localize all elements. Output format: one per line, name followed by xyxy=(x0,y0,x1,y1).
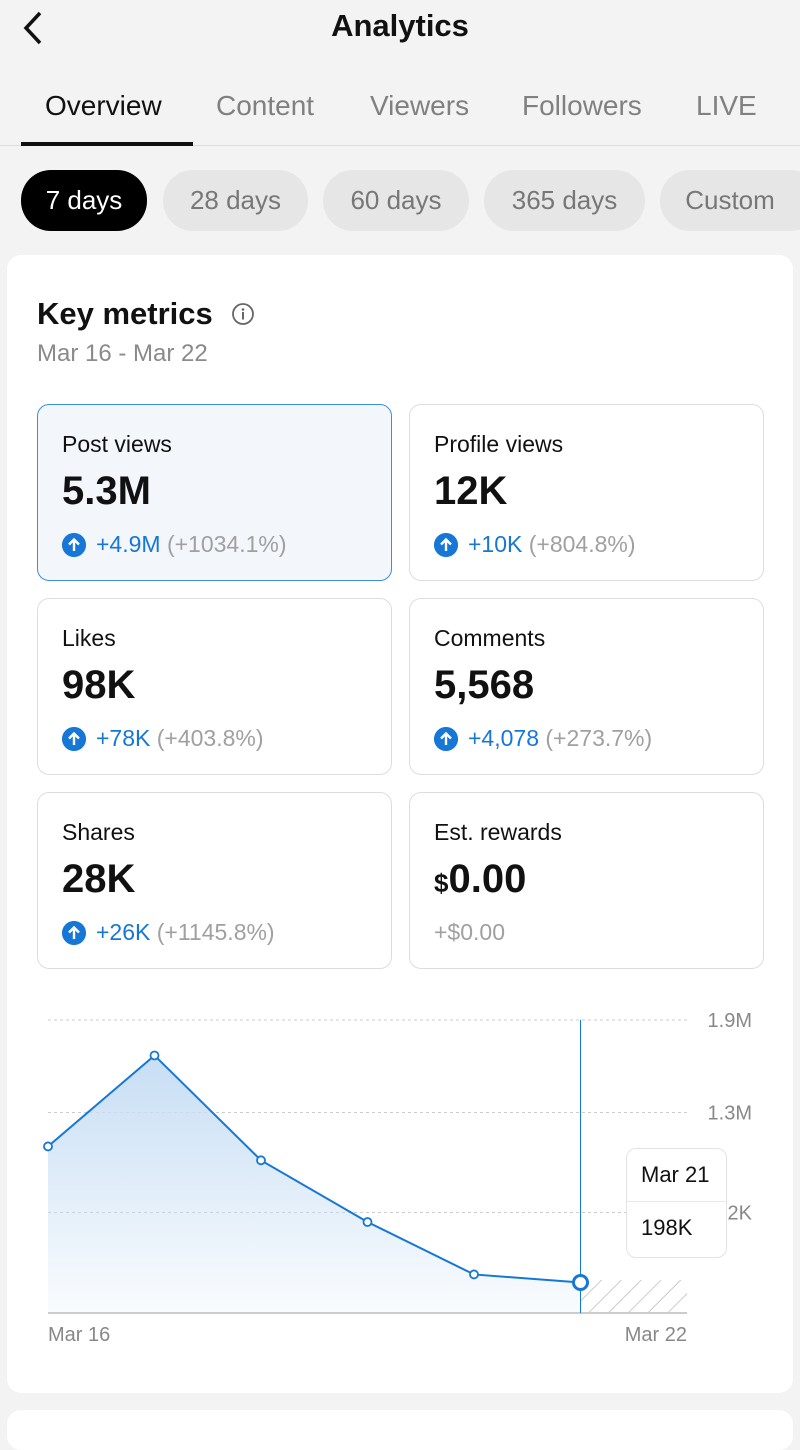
metric-card-shares[interactable]: Shares 28K +26K (+1145.8%) xyxy=(37,792,392,969)
arrow-up-icon xyxy=(434,726,458,751)
range-365-days[interactable]: 365 days xyxy=(484,170,645,231)
metric-card-est-rewards[interactable]: Est. rewards $0.00 +$0.00 xyxy=(409,792,764,969)
tab-live[interactable]: LIVE xyxy=(696,90,757,121)
selected-point xyxy=(572,1273,589,1291)
metric-value: 98K xyxy=(62,663,136,707)
metric-value: $0.00 xyxy=(434,857,526,902)
metric-percent: (+804.8%) xyxy=(528,531,636,557)
metric-card-likes[interactable]: Likes 98K +78K (+403.8%) xyxy=(37,598,392,775)
metric-card-profile-views[interactable]: Profile views 12K +10K (+804.8%) xyxy=(409,404,764,581)
back-arrow-icon[interactable] xyxy=(18,10,50,46)
tooltip-value: 198K xyxy=(641,1215,693,1240)
metric-delta: +4,078 xyxy=(468,725,539,751)
data-point xyxy=(149,1050,160,1061)
arrow-up-icon xyxy=(62,532,86,557)
metric-card-comments[interactable]: Comments 5,568 +4,078 (+273.7%) xyxy=(409,598,764,775)
data-point xyxy=(362,1217,373,1227)
tooltip-date: Mar 21 xyxy=(641,1162,710,1187)
metric-value: 5.3M xyxy=(62,469,151,513)
arrow-up-icon xyxy=(62,920,86,945)
metric-value-number: 0.00 xyxy=(448,857,527,901)
metric-delta: +4.9M xyxy=(96,531,161,557)
range-7-days[interactable]: 7 days xyxy=(21,170,147,231)
series-line xyxy=(47,1054,581,1284)
range-custom[interactable]: Custom xyxy=(660,170,800,231)
arrow-up-icon xyxy=(62,726,86,751)
tooltip-divider xyxy=(627,1201,726,1202)
future-hatch xyxy=(580,1280,687,1313)
metric-delta: +10K xyxy=(468,531,523,557)
info-icon[interactable] xyxy=(231,302,255,326)
tab-followers[interactable]: Followers xyxy=(522,90,642,121)
next-panel xyxy=(7,1410,793,1450)
range-28-days[interactable]: 28 days xyxy=(163,170,308,231)
metric-delta: +$0.00 xyxy=(434,919,505,945)
metric-label: Likes xyxy=(62,625,116,651)
metric-delta: +78K xyxy=(96,725,151,751)
metric-label: Post views xyxy=(62,431,172,457)
date-range: Mar 16 - Mar 22 xyxy=(37,340,208,367)
currency-symbol: $ xyxy=(434,868,449,898)
metric-label: Profile views xyxy=(434,431,564,457)
metric-value: 5,568 xyxy=(434,663,535,707)
data-point xyxy=(256,1155,266,1166)
y-tick-label: 1.9M xyxy=(708,1010,752,1032)
range-60-days[interactable]: 60 days xyxy=(323,170,469,231)
x-tick-label: Mar 16 xyxy=(48,1324,110,1346)
metric-percent: (+1034.1%) xyxy=(166,531,287,557)
metric-value: 28K xyxy=(62,857,136,901)
metric-change: +26K (+1145.8%) xyxy=(62,919,275,946)
section-title: Key metrics xyxy=(37,296,213,331)
data-point xyxy=(469,1269,479,1280)
active-tab-indicator xyxy=(21,142,193,146)
metric-value: 12K xyxy=(434,469,508,513)
page-title: Analytics xyxy=(331,8,469,43)
tab-divider xyxy=(0,145,800,146)
metric-label: Comments xyxy=(434,625,546,651)
metric-card-post-views[interactable]: Post views 5.3M +4.9M (+1034.1%) xyxy=(37,404,392,581)
metric-delta: +26K xyxy=(96,919,151,945)
metric-change: +4.9M (+1034.1%) xyxy=(62,531,287,558)
metric-label: Shares xyxy=(62,819,135,845)
metric-change: +4,078 (+273.7%) xyxy=(434,725,652,752)
metric-label: Est. rewards xyxy=(434,819,562,845)
data-point xyxy=(43,1141,53,1152)
chart-tooltip: Mar 21 198K xyxy=(626,1148,727,1258)
arrow-up-icon xyxy=(434,532,458,557)
metric-percent: (+403.8%) xyxy=(156,725,264,751)
metric-percent: (+273.7%) xyxy=(545,725,653,751)
tab-overview[interactable]: Overview xyxy=(45,90,162,121)
x-tick-label: Mar 22 xyxy=(625,1324,687,1346)
tab-viewers[interactable]: Viewers xyxy=(370,90,470,121)
tab-content[interactable]: Content xyxy=(216,90,315,121)
area-fill xyxy=(48,1055,581,1313)
metric-change: +78K (+403.8%) xyxy=(62,725,264,752)
metric-change: +10K (+804.8%) xyxy=(434,531,636,558)
metric-percent: (+1145.8%) xyxy=(156,919,275,945)
y-tick-label: 1.3M xyxy=(708,1103,752,1125)
